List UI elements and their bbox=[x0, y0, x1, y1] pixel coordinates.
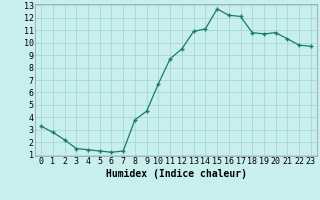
X-axis label: Humidex (Indice chaleur): Humidex (Indice chaleur) bbox=[106, 169, 246, 179]
